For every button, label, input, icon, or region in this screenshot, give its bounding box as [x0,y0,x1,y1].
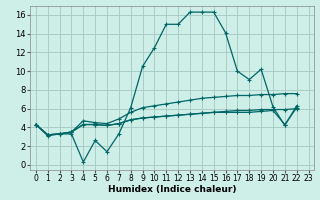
X-axis label: Humidex (Indice chaleur): Humidex (Indice chaleur) [108,185,236,194]
